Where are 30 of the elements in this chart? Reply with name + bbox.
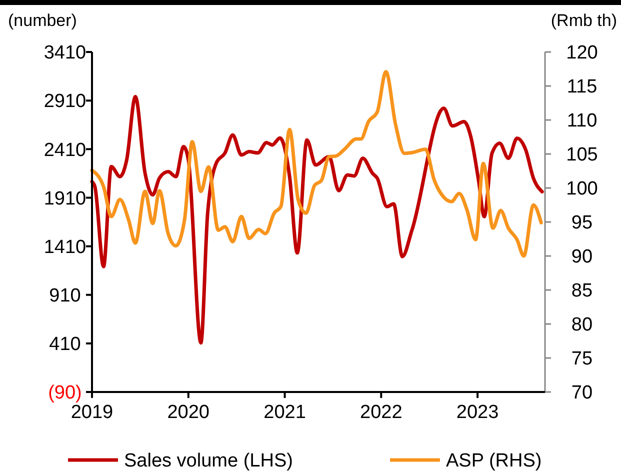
y-tick-label: 910 <box>49 286 81 307</box>
legend-label: ASP (RHS) <box>446 450 542 472</box>
x-tick-label: 2019 <box>70 402 114 423</box>
y-tick-label: (90) <box>48 382 82 404</box>
x-tick-label: 2020 <box>167 402 210 423</box>
line-series <box>90 70 543 258</box>
y2-tick-label: 100 <box>566 178 598 200</box>
y-tick-label: 2410 <box>44 140 86 161</box>
y-tick-label: 2910 <box>44 91 86 112</box>
y2-tick-label: 95 <box>571 212 593 234</box>
y2-tick-label: 70 <box>571 382 593 404</box>
y2-axis-title: (Rmb th) <box>550 11 617 30</box>
y-axis-title: (number) <box>8 11 77 30</box>
y2-tick-label: 110 <box>566 110 598 132</box>
y-tick-label: 410 <box>49 334 81 356</box>
y-tick-label: 1910 <box>44 188 86 210</box>
y-tick-label: 1410 <box>44 236 86 258</box>
legend-label: Sales volume (LHS) <box>124 450 293 472</box>
y2-tick-label: 90 <box>571 246 593 268</box>
y2-tick-label: 120 <box>566 42 598 64</box>
y2-tick-label: 105 <box>566 144 598 166</box>
y-tick-label: 3410 <box>44 42 86 64</box>
x-tick-label: 2021 <box>264 402 306 423</box>
y2-tick-label: 75 <box>571 348 593 370</box>
y2-tick-label: 115 <box>566 76 598 98</box>
x-tick-label: 2022 <box>360 402 402 423</box>
x-tick-label: 2023 <box>456 402 499 423</box>
y2-tick-label: 85 <box>571 280 593 302</box>
y2-tick-label: 80 <box>571 314 593 336</box>
line-series <box>90 94 544 345</box>
